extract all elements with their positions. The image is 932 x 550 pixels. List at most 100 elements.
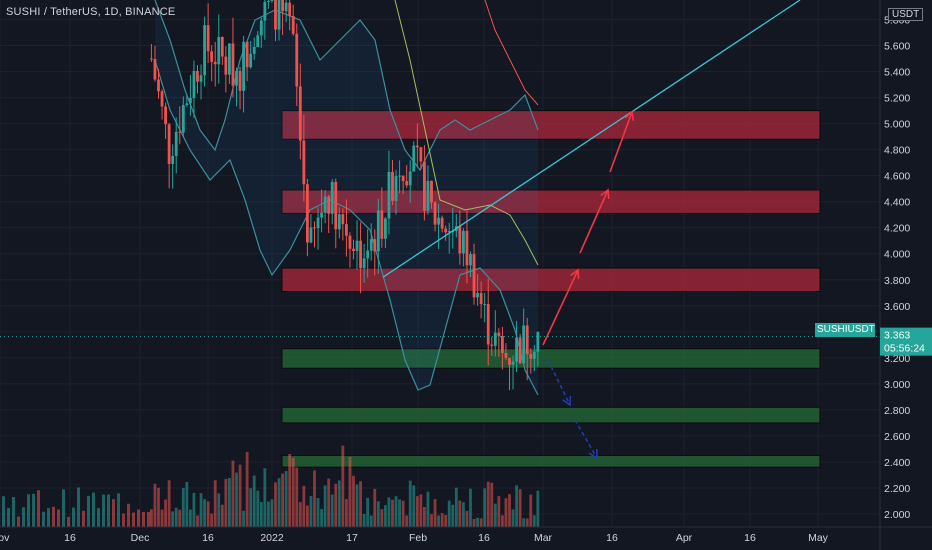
time-tick-label: 16 (202, 532, 214, 544)
price-tick-label: 2.000 (884, 509, 910, 521)
arrow-up-2-line (579, 189, 609, 254)
volume-bar (454, 487, 458, 527)
candle-body (327, 196, 331, 214)
volume-bar (405, 515, 409, 527)
volume-bar (313, 470, 316, 527)
volume-bar (433, 499, 437, 527)
candle-body (515, 337, 518, 362)
candle-body (185, 103, 189, 106)
volume-bar (391, 499, 394, 527)
volume-bar (387, 497, 391, 527)
candle-body (391, 171, 394, 201)
candle-body (440, 217, 444, 229)
candle-body (341, 214, 345, 225)
candle-body (291, 16, 295, 34)
candle-body (384, 218, 387, 239)
candle-body (486, 303, 490, 345)
volume-bar (217, 493, 221, 527)
candle-body (525, 325, 529, 355)
volume-bar (458, 500, 462, 527)
volume-bar (532, 515, 536, 527)
candle-body (220, 36, 224, 57)
volume-bar (107, 494, 110, 527)
arrow-up-3-head (624, 110, 635, 122)
candle-body (157, 79, 160, 92)
unit-badge[interactable]: USDT (888, 8, 924, 21)
resistance-zone (281, 110, 821, 140)
volume-bar (306, 505, 309, 527)
volume-bar (210, 513, 214, 527)
volume-bar (12, 497, 15, 527)
volume-bar (451, 504, 455, 527)
candle-body (256, 35, 260, 48)
volume-bar (284, 470, 288, 527)
candle-body (415, 145, 419, 148)
candle-body (277, 0, 281, 30)
candle-body (295, 33, 299, 87)
candle-body (224, 56, 228, 75)
candle-body (522, 325, 526, 364)
volume-bar (490, 482, 494, 527)
candle-body (178, 131, 182, 133)
volume-bar (242, 510, 245, 527)
volume-bar (220, 504, 224, 527)
price-tick-label: 5.400 (884, 67, 910, 79)
volume-bar (238, 464, 242, 527)
volume-bar (352, 475, 355, 527)
volume-bar (423, 507, 426, 527)
candle-body (447, 231, 451, 233)
volume-bar (7, 507, 10, 527)
volume-bar (327, 478, 331, 527)
volume-bar (142, 512, 145, 527)
volume-bar (444, 514, 448, 527)
ma-slow (484, 0, 539, 106)
volume-bar (245, 452, 249, 527)
volume-bar (476, 517, 479, 527)
candle-body (369, 239, 373, 251)
band-upper (154, 0, 539, 172)
arrow-up-1-line (542, 269, 579, 346)
candle-body (536, 332, 540, 352)
volume-bar (196, 515, 199, 527)
candle-body (490, 344, 494, 346)
price-tick-label: 2.400 (884, 457, 910, 469)
candle-body (387, 171, 391, 219)
volume-bar (224, 478, 228, 527)
chart-title: SUSHI / TetherUS, 1D, BINANCE (6, 6, 176, 18)
volume-bar (362, 514, 366, 527)
band-lower (154, 59, 539, 396)
candle-body (263, 1, 267, 21)
candle-body (270, 0, 274, 2)
volume-bar (373, 488, 377, 527)
band-fill (155, 0, 538, 395)
volume-bar (47, 508, 50, 527)
candle-body (171, 155, 175, 164)
volume-bar (137, 509, 140, 527)
candle-body (160, 91, 164, 107)
volume-bar (415, 496, 419, 527)
volume-bar (181, 488, 185, 527)
volume-bar (522, 518, 526, 527)
ma-middle (394, 0, 539, 266)
volume-bar (341, 445, 345, 527)
candle-body (465, 230, 469, 266)
candle-body (334, 181, 338, 230)
volume-bar (288, 453, 292, 527)
volume-bar (334, 483, 338, 527)
price-tick-label: 2.600 (884, 431, 910, 443)
volume-bar (252, 475, 256, 527)
candle-body (426, 180, 430, 211)
volume-bar (228, 477, 231, 527)
volume-bar (483, 488, 487, 527)
price-tick-label: 3.600 (884, 301, 910, 313)
volume-bar (67, 516, 70, 527)
candle-body (206, 25, 210, 52)
candle-body (316, 217, 320, 229)
candle-body (337, 214, 341, 230)
candle-body (352, 248, 355, 252)
arrow-down-1-head (562, 395, 572, 407)
volume-bar (380, 509, 384, 527)
candle-body (231, 43, 235, 86)
arrow-down-2-line (574, 419, 598, 459)
